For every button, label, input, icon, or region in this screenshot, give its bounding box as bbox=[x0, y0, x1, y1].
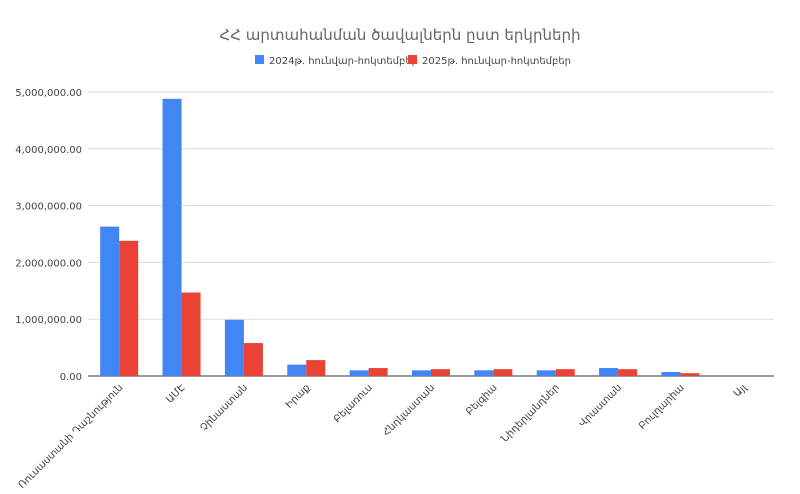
bar bbox=[119, 240, 139, 376]
y-axis-ticks: 0.00 1,000,000.00 2,000,000.00 3,000,000.00… bbox=[15, 88, 82, 383]
y-tick-label: 3,000,000.00 bbox=[15, 202, 82, 213]
y-tick-label: 4,000,000.00 bbox=[15, 145, 82, 156]
bar bbox=[349, 370, 369, 376]
chart-title: ՀՀ արտահանման ծավալներն ըստ երկրների bbox=[220, 26, 581, 44]
x-axis-ticks: Ռուսաստանի Դաշնություն ԱՄԷ Չինաստան Իրաք Բել… bbox=[17, 381, 750, 491]
bar bbox=[431, 369, 450, 376]
x-tick-label: Նիդերլանդներ bbox=[499, 382, 561, 444]
bar bbox=[287, 364, 307, 376]
y-tick-label: 1,000,000.00 bbox=[15, 315, 82, 326]
y-tick-label: 2,000,000.00 bbox=[15, 258, 82, 269]
legend-label: 2025թ. հունվար-հոկտեմբեր bbox=[422, 56, 571, 67]
legend: 2024թ. հունվար-հոկտեմբեր 2025թ. հունվար-հ… bbox=[255, 55, 571, 67]
x-tick-label: Բելառուս bbox=[332, 382, 375, 425]
legend-swatch bbox=[408, 55, 417, 64]
legend-swatch bbox=[255, 55, 264, 64]
bar bbox=[306, 360, 326, 376]
bar bbox=[368, 368, 388, 376]
x-tick-label: ԱՄԷ bbox=[164, 382, 188, 406]
x-tick-label: Չինաստան bbox=[199, 382, 250, 433]
y-tick-label: 5,000,000.00 bbox=[15, 88, 82, 99]
x-tick-label: Իրաք bbox=[284, 382, 313, 411]
bars bbox=[100, 98, 700, 376]
legend-label: 2024թ. հունվար-հոկտեմբեր bbox=[269, 56, 418, 67]
bar bbox=[680, 373, 700, 376]
bar bbox=[536, 370, 556, 376]
x-tick-label: Ռուսաստանի Դաշնություն bbox=[17, 382, 126, 491]
bar bbox=[474, 370, 494, 376]
gridlines bbox=[88, 91, 774, 377]
bar bbox=[100, 226, 120, 376]
bar bbox=[412, 370, 431, 376]
y-tick-label: 0.00 bbox=[60, 372, 82, 383]
x-tick-label: Այլ bbox=[732, 381, 750, 399]
bar bbox=[162, 98, 182, 376]
x-tick-label: Բուլղարիա bbox=[637, 382, 687, 432]
bar bbox=[599, 368, 619, 376]
bar bbox=[181, 292, 201, 376]
bar bbox=[618, 369, 638, 376]
bar bbox=[243, 343, 263, 376]
bar bbox=[661, 372, 681, 376]
bar bbox=[555, 369, 575, 376]
x-tick-label: Բելգիա bbox=[464, 382, 499, 417]
bar bbox=[224, 319, 244, 376]
x-tick-label: Վրաստան bbox=[577, 382, 624, 429]
x-tick-label: Հնդկաստան bbox=[381, 382, 437, 438]
bar bbox=[493, 369, 513, 376]
